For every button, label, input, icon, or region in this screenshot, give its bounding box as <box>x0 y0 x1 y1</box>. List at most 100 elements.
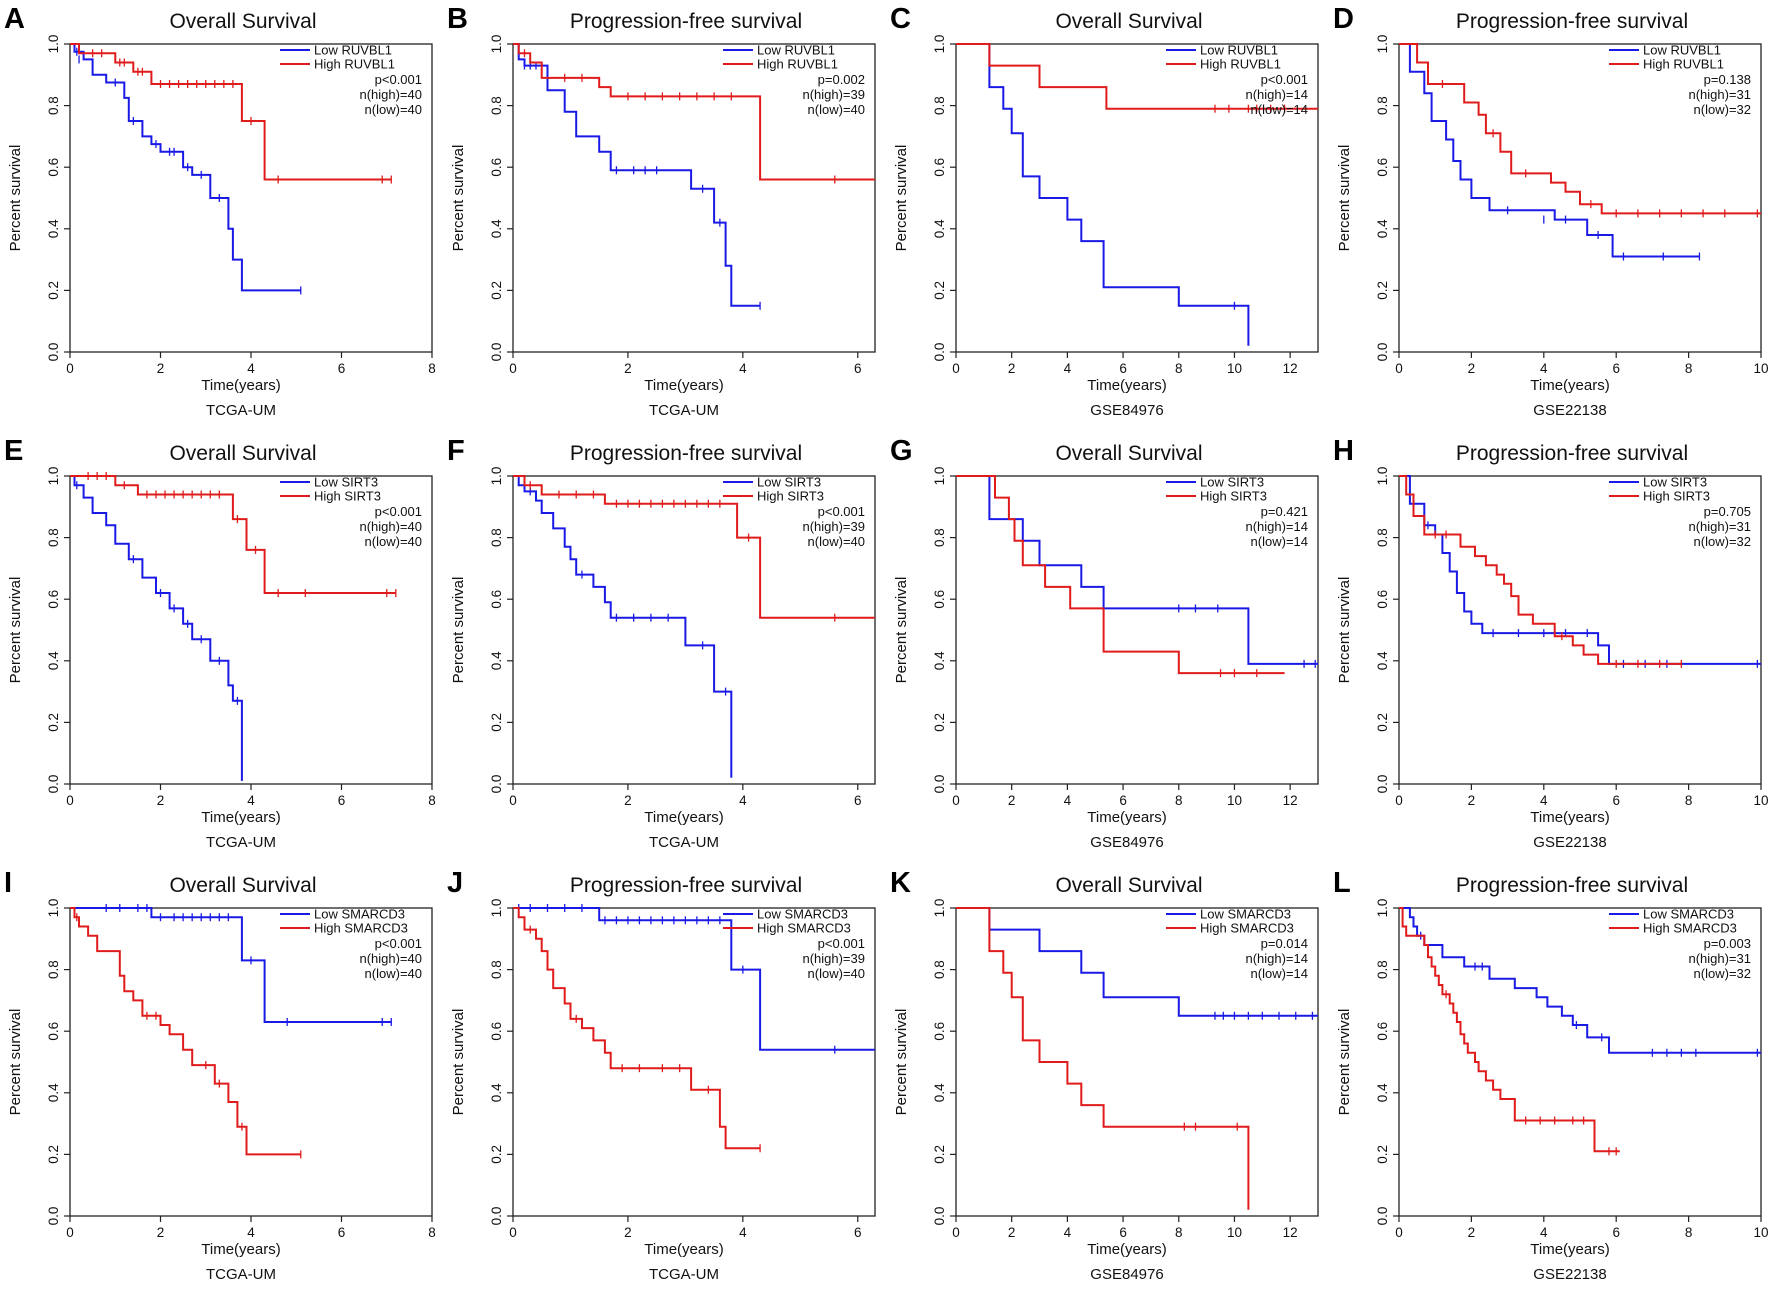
y-tick-label: 0.2 <box>1375 281 1390 300</box>
stat-text: n(low)=32 <box>1694 534 1751 549</box>
cohort-label: GSE22138 <box>1533 402 1606 419</box>
high-expression-curve <box>956 907 1250 1210</box>
chart-title: Progression-free survival <box>1456 10 1688 33</box>
x-tick-label: 8 <box>1685 361 1693 376</box>
x-tick-label: 0 <box>1395 1225 1403 1240</box>
stat-text: p<0.001 <box>1261 72 1308 87</box>
x-tick-label: 10 <box>1753 793 1768 808</box>
y-tick-label: 0.0 <box>932 343 947 362</box>
cohort-label: GSE22138 <box>1533 1266 1606 1283</box>
stat-text: p<0.001 <box>818 504 865 519</box>
stat-text: n(low)=40 <box>808 966 865 981</box>
chart-title: Progression-free survival <box>1456 874 1688 897</box>
y-tick-label: 1.0 <box>932 35 947 54</box>
x-axis-label: Time(years) <box>1087 377 1166 394</box>
y-tick-label: 0.6 <box>46 1022 61 1041</box>
legend-label: High RUVBL1 <box>757 57 838 72</box>
low-expression-curve <box>956 43 1250 346</box>
y-tick-label: 0.0 <box>489 775 504 794</box>
high-expression-curve <box>1399 907 1620 1153</box>
high-expression-curve <box>70 907 301 1156</box>
panel-b: B Progression-free survival 0 2 4 6 0.0 0.2 0.4 0… <box>447 3 876 419</box>
chart-title: Overall Survival <box>169 10 316 33</box>
y-tick-label: 0.6 <box>1375 590 1390 609</box>
stat-text: n(high)=14 <box>1245 519 1308 534</box>
curves <box>70 43 392 295</box>
x-tick-label: 6 <box>1612 1225 1620 1240</box>
x-tick-label: 10 <box>1227 361 1242 376</box>
y-tick-label: 0.0 <box>46 343 61 362</box>
y-tick-label: 0.8 <box>489 960 504 979</box>
x-axis-label: Time(years) <box>1530 809 1609 826</box>
y-tick-label: 0.6 <box>932 158 947 177</box>
curves <box>70 472 397 781</box>
legend-label: Low RUVBL1 <box>757 43 835 58</box>
x-tick-label: 10 <box>1753 361 1768 376</box>
panel-j: J Progression-free survival 0 2 4 6 0.0 0.2 0.4 0… <box>447 867 876 1283</box>
y-tick-label: 0.8 <box>1375 960 1390 979</box>
y-axis-label: Percent survival <box>7 577 24 684</box>
panel-letter: L <box>1333 867 1351 899</box>
y-tick-label: 0.8 <box>46 96 61 115</box>
low-expression-curve <box>513 475 733 778</box>
high-expression-curve <box>1399 43 1761 215</box>
y-tick-label: 0.0 <box>1375 775 1390 794</box>
x-tick-label: 8 <box>1175 361 1183 376</box>
legend-label: High SIRT3 <box>314 489 381 504</box>
stat-text: n(low)=40 <box>365 102 422 117</box>
x-tick-label: 2 <box>624 1225 632 1240</box>
x-tick-label: 0 <box>1395 361 1403 376</box>
y-tick-label: 0.0 <box>489 343 504 362</box>
x-axis-label: Time(years) <box>644 377 723 394</box>
stat-text: n(low)=14 <box>1251 966 1308 981</box>
chart-title: Overall Survival <box>1055 10 1202 33</box>
legend-label: High RUVBL1 <box>1643 57 1724 72</box>
stat-text: n(high)=31 <box>1688 87 1751 102</box>
chart-title: Progression-free survival <box>1456 442 1688 465</box>
panel-e: E Overall Survival 0 2 4 6 8 0.0 0.2 0.4 0.6 0.8 1.0… <box>4 435 436 851</box>
y-tick-label: 0.6 <box>489 590 504 609</box>
stat-text: n(high)=31 <box>1688 519 1751 534</box>
y-tick-label: 0.0 <box>932 775 947 794</box>
stat-text: n(high)=40 <box>359 87 422 102</box>
high-expression-curve <box>1399 475 1682 665</box>
y-tick-label: 0.2 <box>46 713 61 732</box>
x-tick-label: 6 <box>1119 361 1127 376</box>
legend-label: Low SMARCD3 <box>757 907 848 922</box>
y-tick-label: 0.6 <box>1375 158 1390 177</box>
y-tick-label: 0.8 <box>46 960 61 979</box>
x-tick-label: 12 <box>1283 1225 1298 1240</box>
y-tick-label: 0.2 <box>489 281 504 300</box>
panel-letter: G <box>890 435 913 467</box>
x-tick-label: 4 <box>1064 1225 1072 1240</box>
x-tick-label: 8 <box>1685 793 1693 808</box>
stat-text: p<0.001 <box>375 504 422 519</box>
x-tick-label: 10 <box>1227 793 1242 808</box>
stat-text: p=0.705 <box>1704 504 1751 519</box>
y-tick-label: 0.0 <box>46 1207 61 1226</box>
y-tick-label: 1.0 <box>46 467 61 486</box>
curves <box>513 475 875 778</box>
panel-letter: D <box>1333 3 1354 35</box>
x-axis-label: Time(years) <box>644 809 723 826</box>
low-expression-curve <box>70 475 243 781</box>
panel-letter: I <box>4 867 12 899</box>
y-axis-label: Percent survival <box>450 1009 467 1116</box>
chart-title: Overall Survival <box>1055 874 1202 897</box>
x-tick-label: 6 <box>1612 361 1620 376</box>
curves <box>956 907 1318 1210</box>
y-tick-label: 0.8 <box>932 96 947 115</box>
low-expression-curve <box>513 907 875 1051</box>
low-expression-curve <box>513 43 761 307</box>
legend-label: High RUVBL1 <box>1200 57 1281 72</box>
stat-text: n(high)=14 <box>1245 87 1308 102</box>
cohort-label: GSE84976 <box>1090 402 1163 419</box>
x-tick-label: 0 <box>952 361 960 376</box>
curves <box>1399 43 1761 261</box>
chart-title: Overall Survival <box>1055 442 1202 465</box>
y-tick-label: 0.2 <box>489 1145 504 1164</box>
stat-text: n(low)=40 <box>808 534 865 549</box>
legend-label: Low RUVBL1 <box>314 43 392 58</box>
y-tick-label: 0.8 <box>932 528 947 547</box>
y-tick-label: 0.4 <box>46 219 61 238</box>
